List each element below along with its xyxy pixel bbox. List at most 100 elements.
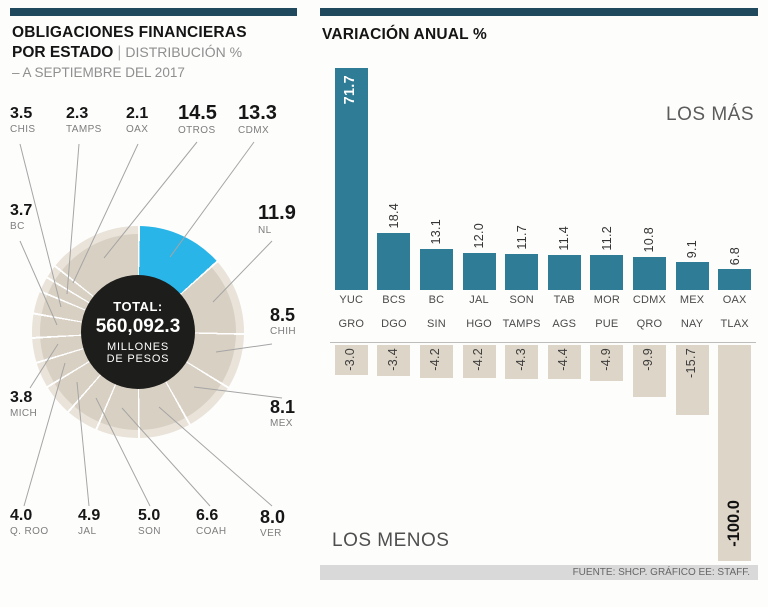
donut-value: 2.1 bbox=[126, 105, 149, 122]
bar-column-hgo: -4.2 bbox=[458, 345, 501, 378]
left-header-rule bbox=[10, 8, 297, 16]
source-footer: FUENTE: SHCP. GRÁFICO EE: STAFF. bbox=[320, 565, 758, 580]
bar-positive-bc bbox=[419, 249, 453, 290]
bar-value-label: 18.4 bbox=[386, 203, 401, 229]
bar-column-jal: 12.0 bbox=[458, 223, 501, 290]
bar-value-label: -4.2 bbox=[471, 348, 486, 371]
bar-column-son: 11.7 bbox=[500, 225, 543, 290]
left-title-line1: OBLIGACIONES FINANCIERAS bbox=[12, 24, 247, 41]
bar-value-label: -3.4 bbox=[385, 348, 400, 371]
state-label-bcs: BCS bbox=[382, 294, 406, 306]
negative-baseline bbox=[330, 342, 756, 343]
total-label: TOTAL: bbox=[113, 299, 163, 314]
right-header-rule bbox=[320, 8, 758, 16]
bar-value-label: -100.0 bbox=[724, 500, 743, 547]
bar-value-label: -4.4 bbox=[556, 348, 571, 371]
donut-state: CDMX bbox=[238, 125, 270, 136]
bar-value-label: 13.1 bbox=[429, 219, 444, 245]
state-label-yuc: YUC bbox=[339, 294, 364, 306]
state-label-tamps: TAMPS bbox=[502, 318, 541, 330]
state-label-ags: AGS bbox=[552, 318, 577, 330]
bar-negative-hgo: -4.2 bbox=[462, 345, 496, 378]
donut-state: SON bbox=[138, 525, 161, 537]
bar-negative-qro: -9.9 bbox=[632, 345, 666, 397]
donut-label-q-roo: 4.0 Q. ROO bbox=[10, 507, 49, 537]
bar-positive-oax bbox=[718, 269, 752, 290]
bar-positive-cdmx bbox=[632, 257, 666, 290]
donut-state: MICH bbox=[10, 407, 38, 419]
bar-chart-negative: -3.0 -3.4 -4.2 -4.2 -4.3 -4.4 -4.9 -9.9 -15.7 -10… bbox=[330, 345, 756, 561]
state-label-mex: MEX bbox=[679, 294, 705, 306]
state-label-tab: TAB bbox=[553, 294, 575, 306]
left-title-line2-light: DISTRIBUCIÓN % bbox=[125, 44, 243, 60]
donut-state: TAMPS bbox=[66, 123, 102, 135]
bar-column-mex: 9.1 bbox=[671, 240, 714, 290]
donut-value: 8.0 bbox=[260, 507, 286, 527]
bar-positive-mex bbox=[675, 262, 709, 290]
bar-negative-sin: -4.2 bbox=[419, 345, 453, 378]
donut-label-chis: 3.5 CHIS bbox=[10, 105, 36, 135]
donut-label-bc: 3.7 BC bbox=[10, 202, 33, 232]
label-los-menos: LOS MENOS bbox=[332, 530, 450, 551]
donut-value: 14.5 bbox=[178, 102, 217, 124]
label-los-mas: LOS MÁS bbox=[666, 104, 754, 125]
donut-label-nl: 11.9 NL bbox=[258, 203, 296, 237]
donut-label-otros: 14.5 OTROS bbox=[178, 102, 217, 137]
bar-value-label: 6.8 bbox=[727, 246, 742, 265]
bar-column-bc: 13.1 bbox=[415, 219, 458, 290]
donut-value: 13.3 bbox=[238, 102, 277, 124]
donut-state: OAX bbox=[126, 123, 149, 135]
donut-state: OTROS bbox=[178, 125, 216, 136]
bar-column-oax: 6.8 bbox=[713, 247, 756, 290]
bar-column-tamps: -4.3 bbox=[500, 345, 543, 379]
donut-state: JAL bbox=[78, 525, 97, 537]
bar-negative-gro: -3.0 bbox=[334, 345, 368, 375]
state-label-nay: NAY bbox=[680, 318, 704, 330]
bar-value-label: -3.0 bbox=[343, 348, 358, 371]
bar-positive-bcs bbox=[377, 233, 411, 290]
state-label-qro: QRO bbox=[636, 318, 663, 330]
state-label-mor: MOR bbox=[593, 294, 620, 306]
source-text: FUENTE: SHCP. GRÁFICO EE: STAFF. bbox=[572, 567, 750, 578]
bar-positive-mor bbox=[590, 255, 624, 290]
bar-column-tab: 11.4 bbox=[543, 226, 586, 290]
state-label-dgo: DGO bbox=[381, 318, 407, 330]
donut-label-coah: 6.6 COAH bbox=[196, 507, 227, 537]
bar-positive-jal bbox=[462, 253, 496, 290]
state-label-pue: PUE bbox=[595, 318, 619, 330]
bar-column-sin: -4.2 bbox=[415, 345, 458, 378]
donut-value: 6.6 bbox=[196, 507, 219, 524]
donut-value: 3.7 bbox=[10, 202, 33, 219]
bar-value-label: 9.1 bbox=[685, 239, 700, 258]
total-unit-line1: MILLONES bbox=[106, 341, 170, 353]
donut-state: VER bbox=[260, 527, 282, 539]
donut-value: 3.5 bbox=[10, 105, 33, 122]
left-title-line3: – A SEPTIEMBRE DEL 2017 bbox=[12, 65, 185, 80]
bar-column-mor: 11.2 bbox=[586, 226, 629, 290]
bar-negative-nay: -15.7 bbox=[675, 345, 709, 415]
bar-column-tlax: -100.0 bbox=[713, 345, 756, 561]
bar-column-cdmx: 10.8 bbox=[628, 227, 671, 290]
bar-column-nay: -15.7 bbox=[671, 345, 714, 415]
bar-value-label: 11.2 bbox=[599, 226, 614, 251]
bar-positive-son bbox=[505, 254, 539, 290]
donut-state: BC bbox=[10, 220, 25, 232]
donut-label-cdmx: 13.3 CDMX bbox=[238, 102, 277, 137]
bar-column-qro: -9.9 bbox=[628, 345, 671, 397]
donut-label-jal: 4.9 JAL bbox=[78, 507, 100, 537]
state-label-son: SON bbox=[509, 294, 534, 306]
bar-chart-positive: 71.7 18.4 13.1 12.0 11.7 11.4 11.2 10.8 9.1 6.8 bbox=[330, 58, 756, 290]
donut-value: 2.3 bbox=[66, 105, 89, 122]
donut-label-mich: 3.8 MICH bbox=[10, 389, 38, 419]
bar-value-label: 11.4 bbox=[557, 226, 572, 251]
donut-value: 8.5 bbox=[270, 305, 296, 325]
bar-column-pue: -4.9 bbox=[586, 345, 629, 381]
total-unit-line2: DE PESOS bbox=[106, 353, 170, 365]
donut-label-tamps: 2.3 TAMPS bbox=[66, 105, 102, 135]
donut-label-oax: 2.1 OAX bbox=[126, 105, 149, 135]
state-label-cdmx: CDMX bbox=[632, 294, 667, 306]
bar-value-label: 11.7 bbox=[514, 225, 529, 250]
donut-label-ver: 8.0 VER bbox=[260, 508, 285, 539]
donut-value: 3.8 bbox=[10, 389, 33, 406]
right-panel-title: VARIACIÓN ANUAL % bbox=[322, 26, 488, 43]
